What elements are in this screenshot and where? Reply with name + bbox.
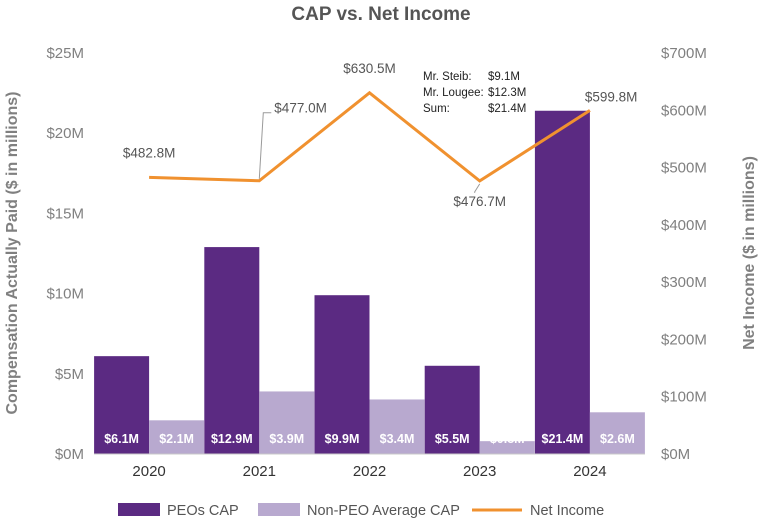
y-right-tick-label: $100M	[661, 389, 707, 406]
annotation-row-label: Mr. Steib:	[423, 71, 472, 83]
non-peo-cap-value-label: $0.8M	[490, 432, 525, 446]
y-right-axis-title: Net Income ($ in millions)	[741, 156, 758, 350]
y-left-tick-label: $5M	[55, 366, 84, 383]
y-right-tick-label: $0M	[661, 446, 690, 463]
chart-title: CAP vs. Net Income	[291, 4, 470, 25]
x-tick-label: 2023	[463, 463, 496, 480]
legend-label: PEOs CAP	[167, 503, 239, 519]
net-income-data-label: $482.8M	[123, 145, 176, 160]
y-left-tick-label: $0M	[55, 446, 84, 463]
net-income-leader-line	[258, 112, 272, 179]
y-left-tick-label: $20M	[46, 125, 84, 142]
non-peo-cap-bar	[149, 420, 205, 454]
net-income-data-label: $477.0M	[274, 101, 327, 116]
non-peo-cap-value-label: $3.9M	[269, 432, 304, 446]
net-income-data-label: $630.5M	[343, 61, 396, 76]
peo-cap-bar	[94, 356, 150, 454]
peo-cap-value-label: $6.1M	[104, 432, 139, 446]
y-right-tick-label: $700M	[661, 45, 707, 62]
annotation-row-label: Mr. Lougee:	[423, 87, 484, 99]
annotation-row-value: $9.1M	[488, 71, 520, 83]
net-income-line	[149, 90, 591, 183]
y-left-tick-label: $25M	[46, 45, 84, 62]
non-peo-cap-value-label: $2.6M	[600, 432, 635, 446]
peo-cap-bar	[314, 295, 370, 454]
legend-swatch	[258, 503, 300, 516]
non-peo-cap-value-label: $2.1M	[159, 432, 194, 446]
annotation-row-label: Sum:	[423, 103, 450, 115]
y-left-tick-label: $15M	[46, 205, 84, 222]
x-tick-label: 2022	[353, 463, 386, 480]
y-left-axis-title: Compensation Actually Paid ($ in million…	[4, 91, 21, 414]
non-peo-cap-bar	[589, 412, 645, 454]
peo-cap-value-label: $5.5M	[435, 432, 470, 446]
peo-cap-bar	[534, 110, 590, 454]
x-tick-label: 2020	[132, 463, 165, 480]
y-right-tick-label: $600M	[661, 102, 707, 119]
peo-cap-bar	[204, 247, 260, 454]
peo-cap-value-label: $9.9M	[325, 432, 360, 446]
annotation-row-value: $21.4M	[488, 103, 526, 115]
net-income-data-label: $476.7M	[453, 194, 506, 209]
annotation-row-value: $12.3M	[488, 87, 526, 99]
y-right-tick-label: $200M	[661, 331, 707, 348]
legend-label: Net Income	[530, 503, 604, 519]
net-income-data-label: $599.8M	[585, 89, 638, 104]
non-peo-cap-bar	[259, 391, 315, 454]
y-right-tick-label: $400M	[661, 217, 707, 234]
non-peo-cap-bar	[479, 441, 535, 454]
net-income-leader-line	[474, 183, 481, 193]
y-right-tick-label: $300M	[661, 274, 707, 291]
y-left-tick-label: $10M	[46, 286, 84, 303]
non-peo-cap-bar	[369, 399, 425, 454]
peo-cap-bar	[424, 365, 480, 454]
peo-cap-value-label: $21.4M	[542, 432, 584, 446]
non-peo-cap-value-label: $3.4M	[380, 432, 415, 446]
legend-swatch	[118, 503, 160, 516]
y-right-tick-label: $500M	[661, 160, 707, 177]
legend-label: Non-PEO Average CAP	[307, 503, 460, 519]
x-tick-label: 2021	[243, 463, 276, 480]
peo-cap-value-label: $12.9M	[211, 432, 253, 446]
x-tick-label: 2024	[573, 463, 606, 480]
